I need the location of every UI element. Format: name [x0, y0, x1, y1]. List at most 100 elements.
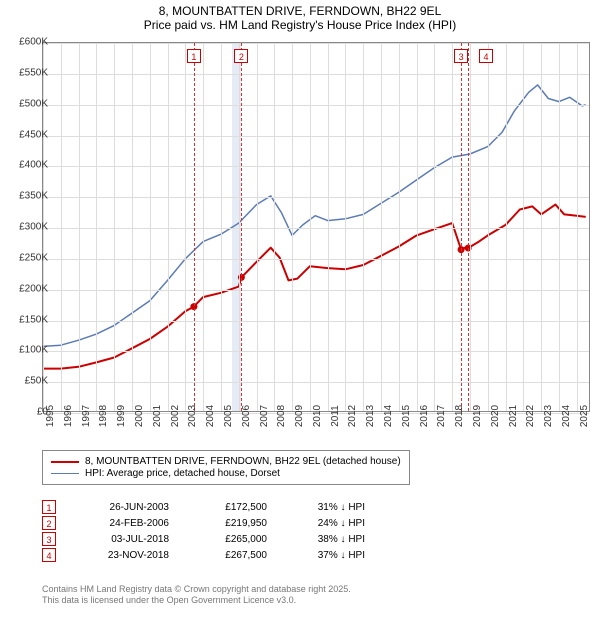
gridline-v: [506, 43, 507, 411]
gridline-h: [43, 105, 589, 106]
gridline-v: [310, 43, 311, 411]
sales-number-box: 4: [42, 548, 56, 562]
gridline-h: [43, 382, 589, 383]
legend-item: 8, MOUNTBATTEN DRIVE, FERNDOWN, BH22 9EL…: [51, 456, 401, 467]
y-axis-label: £150K: [4, 314, 48, 325]
y-axis-label: £300K: [4, 222, 48, 233]
y-axis-label: £250K: [4, 252, 48, 263]
x-axis-label: 2010: [312, 405, 323, 427]
x-axis-label: 2006: [241, 405, 252, 427]
chart-title-line1: 8, MOUNTBATTEN DRIVE, FERNDOWN, BH22 9EL: [0, 4, 600, 18]
gridline-v: [363, 43, 364, 411]
gridline-v: [239, 43, 240, 411]
x-axis-label: 2003: [187, 405, 198, 427]
gridline-v: [79, 43, 80, 411]
x-axis-label: 2025: [579, 405, 590, 427]
marker-line: [461, 43, 462, 411]
sales-diff: 38% ↓ HPI: [285, 534, 365, 545]
footer-line2: This data is licensed under the Open Gov…: [42, 595, 351, 606]
gridline-v: [96, 43, 97, 411]
sales-price: £267,500: [187, 550, 267, 561]
gridline-h: [43, 197, 589, 198]
x-axis-label: 2013: [365, 405, 376, 427]
x-axis-label: 2021: [508, 405, 519, 427]
x-axis-label: 2016: [419, 405, 430, 427]
sales-number-box: 1: [42, 500, 56, 514]
y-axis-label: £450K: [4, 129, 48, 140]
y-axis-label: £600K: [4, 37, 48, 48]
gridline-v: [345, 43, 346, 411]
sales-date: 26-JUN-2003: [74, 502, 169, 513]
marker-number-box: 4: [479, 49, 493, 63]
sales-date: 23-NOV-2018: [74, 550, 169, 561]
x-axis-label: 2019: [472, 405, 483, 427]
x-axis-label: 1998: [98, 405, 109, 427]
x-axis-label: 2022: [525, 405, 536, 427]
gridline-v: [203, 43, 204, 411]
x-axis-label: 2009: [294, 405, 305, 427]
gridline-v: [132, 43, 133, 411]
x-axis-label: 2000: [134, 405, 145, 427]
sales-row: 303-JUL-2018£265,00038% ↓ HPI: [42, 532, 365, 546]
gridline-h: [43, 321, 589, 322]
legend-label: HPI: Average price, detached house, Dors…: [85, 468, 280, 479]
gridline-h: [43, 259, 589, 260]
footer-line1: Contains HM Land Registry data © Crown c…: [42, 584, 351, 595]
gridline-h: [43, 228, 589, 229]
x-axis-label: 2014: [383, 405, 394, 427]
marker-number-box: 1: [187, 49, 201, 63]
sales-table: 126-JUN-2003£172,50031% ↓ HPI224-FEB-200…: [42, 498, 365, 564]
chart-plot-area: 1234: [42, 42, 590, 412]
x-axis-label: 2020: [490, 405, 501, 427]
marker-number-box: 3: [454, 49, 468, 63]
x-axis-label: 2008: [276, 405, 287, 427]
gridline-v: [452, 43, 453, 411]
gridline-v: [417, 43, 418, 411]
page: 8, MOUNTBATTEN DRIVE, FERNDOWN, BH22 9EL…: [0, 0, 600, 620]
gridline-h: [43, 136, 589, 137]
sales-diff: 24% ↓ HPI: [285, 518, 365, 529]
gridline-v: [168, 43, 169, 411]
gridline-v: [541, 43, 542, 411]
y-axis-label: £0: [4, 407, 48, 418]
gridline-v: [470, 43, 471, 411]
x-axis-label: 2001: [152, 405, 163, 427]
x-axis-label: 2017: [436, 405, 447, 427]
sales-number-box: 3: [42, 532, 56, 546]
x-axis-label: 2015: [401, 405, 412, 427]
sales-date: 03-JUL-2018: [74, 534, 169, 545]
sales-date: 24-FEB-2006: [74, 518, 169, 529]
chart-svg: [43, 43, 589, 411]
series-line: [43, 85, 586, 347]
chart-title-block: 8, MOUNTBATTEN DRIVE, FERNDOWN, BH22 9EL…: [0, 0, 600, 34]
y-axis-label: £100K: [4, 345, 48, 356]
marker-line: [241, 43, 242, 411]
gridline-v: [274, 43, 275, 411]
x-axis-label: 1995: [45, 405, 56, 427]
gridline-h: [43, 290, 589, 291]
legend: 8, MOUNTBATTEN DRIVE, FERNDOWN, BH22 9EL…: [42, 450, 410, 485]
y-axis-label: £500K: [4, 98, 48, 109]
gridline-v: [221, 43, 222, 411]
gridline-v: [559, 43, 560, 411]
sales-row: 423-NOV-2018£267,50037% ↓ HPI: [42, 548, 365, 562]
gridline-v: [523, 43, 524, 411]
legend-item: HPI: Average price, detached house, Dors…: [51, 468, 401, 479]
gridline-v: [61, 43, 62, 411]
gridline-v: [292, 43, 293, 411]
gridline-v: [114, 43, 115, 411]
gridline-h: [43, 351, 589, 352]
gridline-v: [434, 43, 435, 411]
y-axis-label: £200K: [4, 283, 48, 294]
gridline-v: [328, 43, 329, 411]
y-axis-label: £50K: [4, 376, 48, 387]
x-axis-label: 2012: [347, 405, 358, 427]
legend-swatch: [51, 461, 79, 463]
marker-line: [468, 43, 469, 411]
x-axis-label: 1997: [81, 405, 92, 427]
x-axis-label: 2002: [170, 405, 181, 427]
x-axis-label: 2005: [223, 405, 234, 427]
gridline-v: [185, 43, 186, 411]
y-axis-label: £400K: [4, 160, 48, 171]
sales-row: 224-FEB-2006£219,95024% ↓ HPI: [42, 516, 365, 530]
